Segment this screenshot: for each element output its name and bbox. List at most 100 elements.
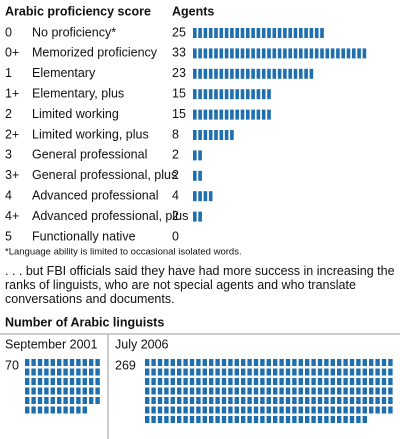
unit-tick — [283, 48, 287, 59]
value-label: 2 — [172, 168, 179, 182]
unit-tick — [375, 397, 380, 404]
row-label: Advanced professional, plus — [32, 209, 188, 223]
unit-tick — [203, 89, 208, 100]
unit-tick — [183, 387, 188, 395]
unit-tick — [266, 359, 271, 366]
unit-tick — [253, 359, 259, 366]
unit-tick — [50, 397, 55, 404]
unit-tick — [224, 130, 229, 140]
unit-tick — [198, 150, 202, 161]
unit-tick — [234, 359, 239, 366]
paragraph: . . . but FBI officials said they have h… — [5, 264, 395, 306]
unit-tick — [82, 406, 87, 414]
unit-tick — [246, 68, 250, 79]
unit-tick — [337, 368, 342, 376]
unit-tick — [247, 378, 252, 385]
unit-tick — [235, 28, 239, 38]
unit-tick — [177, 378, 182, 385]
unit-tick — [193, 109, 197, 120]
unit-tick — [266, 416, 271, 423]
unit-tick — [279, 397, 284, 404]
unit-tick — [285, 416, 291, 423]
unit-tick — [209, 368, 214, 376]
unit-tick — [324, 406, 329, 414]
unit-tick — [228, 406, 233, 414]
unit-tick — [293, 68, 298, 79]
unit-tick — [31, 378, 36, 385]
row-label: Elementary — [32, 66, 96, 80]
value-label: 4 — [172, 188, 179, 202]
unit-tick — [209, 397, 214, 404]
unit-tick — [170, 378, 175, 385]
row-code: 2 — [5, 107, 12, 121]
unit-tick — [202, 387, 207, 395]
unit-tick — [215, 378, 220, 385]
unit-tick — [266, 397, 271, 404]
unit-tick — [89, 397, 94, 404]
unit-tick — [246, 28, 250, 38]
row-label: Limited working, plus — [32, 127, 149, 141]
unit-tick — [272, 28, 277, 38]
unit-tick — [221, 387, 227, 395]
unit-tick — [273, 406, 278, 414]
unit-tick — [337, 387, 342, 395]
unit-tick — [260, 368, 265, 376]
value-label: 33 — [172, 46, 186, 60]
unit-tick — [241, 378, 246, 385]
unit-tick — [298, 387, 303, 395]
unit-tick — [76, 378, 81, 385]
unit-tick — [209, 416, 214, 423]
unit-tick — [82, 387, 87, 395]
unit-tick — [63, 368, 68, 376]
unit-tick — [356, 406, 361, 414]
column-header: Agents — [172, 4, 214, 18]
unit-tick — [246, 89, 250, 100]
unit-tick — [215, 397, 220, 404]
unit-tick — [202, 416, 207, 423]
unit-tick — [277, 68, 282, 79]
unit-tick — [273, 387, 278, 395]
unit-tick — [299, 68, 303, 79]
unit-tick — [95, 397, 100, 404]
unit-tick — [349, 378, 355, 385]
unit-tick — [193, 28, 197, 38]
unit-tick — [343, 416, 348, 423]
unit-tick — [279, 368, 284, 376]
unit-tick — [253, 387, 259, 395]
unit-tick — [219, 109, 224, 120]
unit-tick — [198, 68, 202, 79]
unit-tick — [251, 89, 255, 100]
unit-tick — [89, 387, 94, 395]
unit-tick — [224, 48, 229, 59]
unit-tick — [330, 359, 335, 366]
unit-tick — [314, 48, 319, 59]
pictogram-row — [193, 191, 213, 202]
row-code: 0 — [5, 25, 12, 39]
unit-tick — [305, 416, 310, 423]
unit-tick — [343, 378, 348, 385]
column-label: September 2001 — [5, 337, 97, 351]
unit-tick — [164, 368, 169, 376]
unit-tick — [31, 368, 36, 376]
value-label: 15 — [172, 107, 186, 121]
unit-tick — [309, 28, 314, 38]
unit-tick — [337, 397, 342, 404]
unit-tick — [292, 368, 297, 376]
unit-tick — [311, 397, 316, 404]
unit-tick — [57, 359, 62, 366]
unit-tick — [50, 378, 55, 385]
unit-tick — [337, 359, 342, 366]
unit-tick — [214, 68, 218, 79]
unit-tick — [234, 416, 239, 423]
unit-tick — [251, 28, 255, 38]
unit-tick — [324, 378, 329, 385]
unit-tick — [228, 416, 233, 423]
unit-tick — [362, 406, 367, 414]
unit-tick — [145, 368, 150, 376]
unit-tick — [203, 68, 208, 79]
unit-tick — [330, 397, 335, 404]
unit-tick — [369, 378, 374, 385]
unit-tick — [256, 28, 261, 38]
unit-tick — [221, 406, 227, 414]
